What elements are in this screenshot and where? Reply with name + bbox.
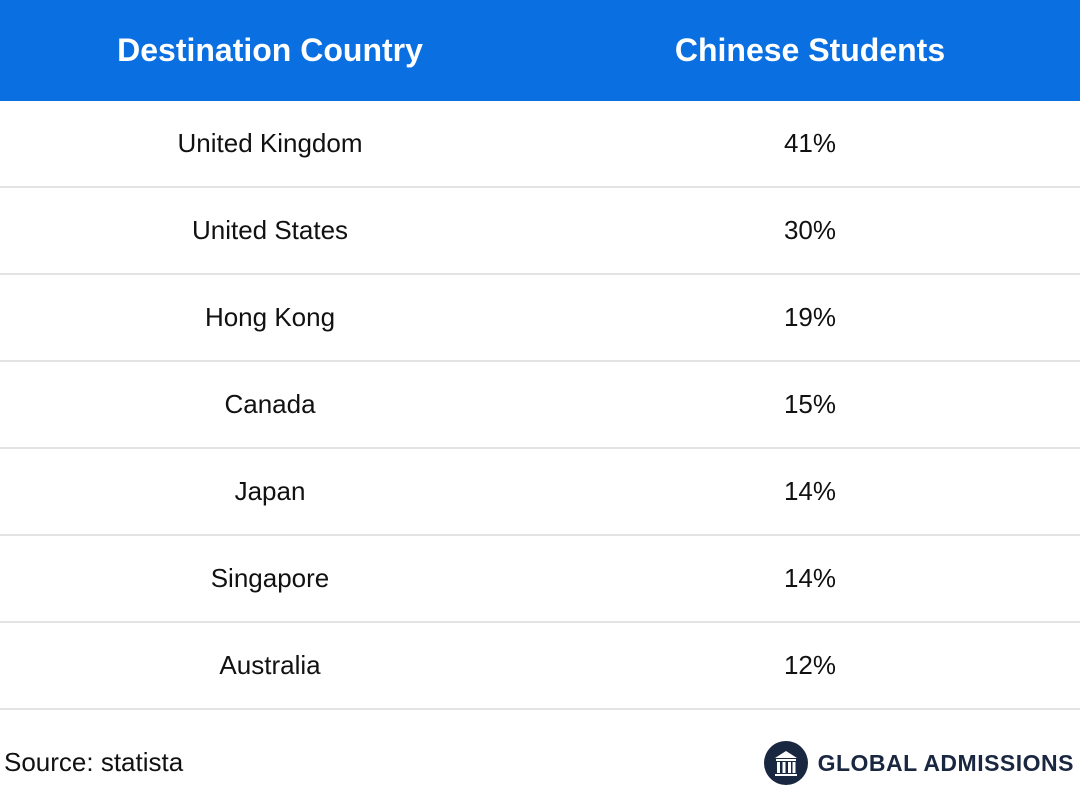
brand-name: GLOBAL ADMISSIONS: [817, 749, 1074, 776]
percent-cell: 14%: [783, 476, 837, 506]
column-header-destination-country: Destination Country: [117, 32, 423, 68]
data-table: Destination Country Chinese Students Uni…: [0, 0, 1080, 710]
percent-cell: 30%: [783, 215, 837, 245]
source-note: Source: statista: [4, 747, 184, 777]
table-row: Hong Kong 19%: [0, 275, 1080, 362]
country-cell: Canada: [224, 389, 316, 419]
brand-logo: GLOBAL ADMISSIONS: [763, 741, 1074, 785]
country-cell: United Kingdom: [177, 128, 363, 158]
columns-building-logo-icon: [763, 741, 808, 785]
table-row: United States 30%: [0, 188, 1080, 275]
country-cell: Japan: [234, 476, 306, 506]
country-cell: Australia: [219, 650, 321, 680]
table-row: Singapore 14%: [0, 536, 1080, 623]
country-cell: Singapore: [210, 563, 330, 593]
country-cell: United States: [191, 215, 349, 245]
table-header: Destination Country Chinese Students: [0, 0, 1080, 101]
percent-cell: 19%: [783, 302, 837, 332]
percent-cell: 12%: [783, 650, 837, 680]
percent-cell: 14%: [783, 563, 837, 593]
table-row: Canada 15%: [0, 362, 1080, 449]
percent-cell: 41%: [783, 128, 837, 158]
table-row: United Kingdom 41%: [0, 101, 1080, 188]
country-cell: Hong Kong: [204, 302, 336, 332]
column-header-chinese-students: Chinese Students: [674, 32, 946, 68]
table-row: Japan 14%: [0, 449, 1080, 536]
table-row: Australia 12%: [0, 623, 1080, 710]
footer: Source: statista GLOBAL ADMISSIONS: [0, 727, 1080, 797]
percent-cell: 15%: [783, 389, 837, 419]
